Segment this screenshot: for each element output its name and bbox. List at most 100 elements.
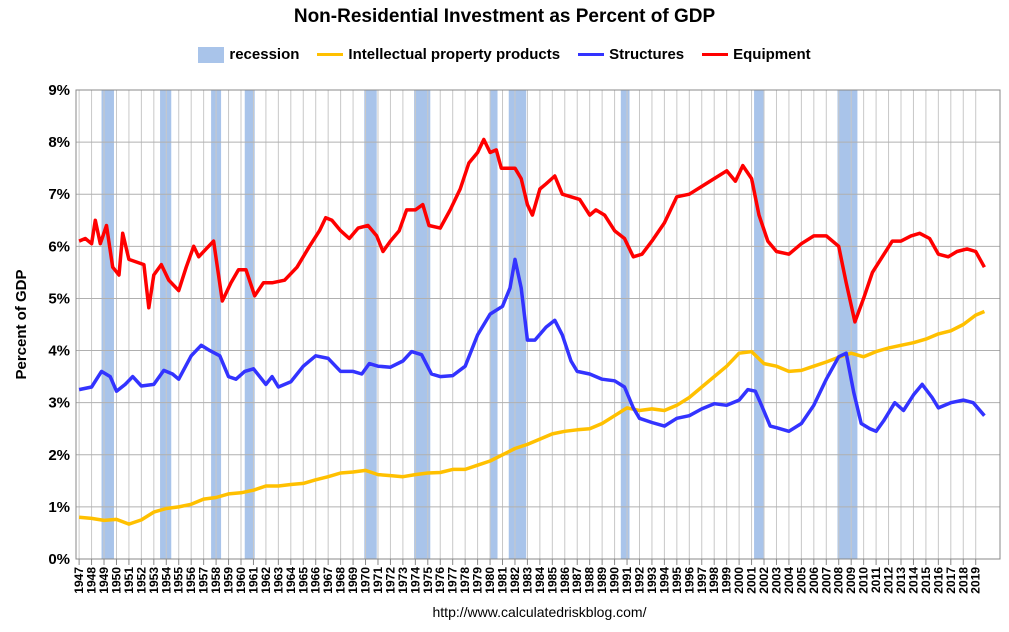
x-tick-label: 1990 [608,567,622,594]
y-tick-label: 8% [48,134,70,151]
x-tick-label: 1977 [446,567,460,594]
x-tick-label: 2006 [807,567,821,594]
x-tick-label: 2016 [931,567,945,594]
legend-swatch-structures [578,53,605,56]
series-line-equipment [78,137,986,324]
series-line-structures [78,257,986,434]
y-tick-label: 5% [48,290,70,307]
x-tick-label: 1947 [72,567,86,594]
x-tick-label: 1989 [595,567,609,594]
chart-title: Non-Residential Investment as Percent of… [293,6,716,27]
x-tick-label: 2009 [844,567,858,594]
x-tick-label: 1986 [558,567,572,594]
plot-border [75,89,1001,560]
x-tick-label: 1988 [583,567,597,594]
x-tick-label: 1956 [184,567,198,594]
y-tick-label: 7% [48,186,70,203]
recession-band [364,90,377,559]
x-tick-label: 2003 [769,567,783,594]
recession-band [160,90,172,559]
x-tick-label: 1968 [334,567,348,594]
x-tick-label: 1998 [707,567,721,594]
x-tick-label: 1974 [408,567,422,594]
recession-band [754,90,765,559]
x-tick-label: 2017 [944,567,958,594]
x-tick-label: 2010 [857,567,871,594]
x-tick-label: 1951 [122,567,136,594]
x-tick-label: 1976 [433,567,447,594]
y-tick-label: 4% [48,343,70,360]
legend-swatch-equipment [702,53,729,56]
x-tick-label: 1969 [346,567,360,594]
recession-band [508,90,527,559]
x-tick-label: 1992 [632,567,646,594]
x-tick-label: 2015 [919,567,933,594]
y-axis-label: Percent of GDP [13,269,30,379]
x-tick-label: 2001 [745,567,759,594]
legend-structures: Structures [578,46,684,63]
x-tick-label: 1955 [172,567,186,594]
x-tick-label: 1982 [508,567,522,594]
x-tick-label: 1949 [97,567,111,594]
x-tick-label: 1965 [296,567,310,594]
x-tick-label: 1973 [396,567,410,594]
legend: recession Intellectual property products… [0,46,1009,63]
legend-label-ip: Intellectual property products [348,46,561,63]
x-tick-label: 2011 [869,567,883,593]
x-tick-label: 1954 [159,567,173,594]
x-tick-label: 1948 [85,567,99,594]
legend-equipment: Equipment [702,46,811,63]
legend-label-recession: recession [229,46,300,63]
recession-band [101,90,114,559]
x-tick-label: 2002 [757,567,771,594]
x-tick-label: 1980 [483,567,497,594]
x-tick-label: 1996 [682,567,696,594]
recession-band [244,90,255,559]
x-tick-label: 2004 [782,567,796,594]
x-tick-label: 2005 [794,567,808,594]
x-tick-label: 1995 [670,567,684,594]
x-tick-label: 2012 [882,567,896,594]
x-tick-label: 2007 [819,567,833,594]
x-tick-label: 1985 [545,567,559,594]
y-tick-label: 2% [48,447,70,464]
x-tick-label: 1966 [309,567,323,594]
legend-swatch-recession [198,46,225,63]
x-tick-label: 1960 [234,567,248,594]
source-text: http://www.calculatedriskblog.com/ [432,604,647,620]
recession-band [837,90,858,559]
x-tick-label: 2014 [906,567,920,594]
x-tick-label: 1999 [720,567,734,594]
legend-swatch-ip [317,53,344,56]
x-tick-label: 1972 [383,567,397,594]
y-tick-label: 9% [48,82,70,99]
x-tick-label: 1971 [371,567,385,594]
y-tick-label: 6% [48,238,70,255]
x-tick-label: 1975 [421,567,435,594]
x-tick-label: 1983 [520,567,534,594]
x-tick-label: 1993 [645,567,659,594]
x-tick-label: 1952 [134,567,148,594]
legend-label-structures: Structures [609,46,685,63]
x-tick-label: 1981 [496,567,510,594]
x-tick-label: 2008 [832,567,846,594]
x-tick-label: 2000 [732,567,746,594]
legend-label-equipment: Equipment [733,46,811,63]
x-tick-label: 1958 [209,567,223,594]
x-tick-label: 2013 [894,567,908,594]
x-tick-label: 2018 [956,567,970,594]
x-tick-label: 1970 [359,567,373,594]
y-tick-label: 3% [48,395,70,412]
x-tick-label: 1984 [533,567,547,594]
x-tick-label: 1950 [109,567,123,594]
recession-band [490,90,498,559]
x-tick-label: 1964 [284,567,298,594]
x-tick-label: 1957 [197,567,211,594]
y-tick-label: 1% [48,499,70,516]
x-tick-label: 1997 [695,567,709,594]
y-tick-label: 0% [48,551,70,568]
x-tick-label: 1963 [271,567,285,594]
x-tick-label: 1962 [259,567,273,594]
x-tick-label: 2019 [969,567,983,594]
